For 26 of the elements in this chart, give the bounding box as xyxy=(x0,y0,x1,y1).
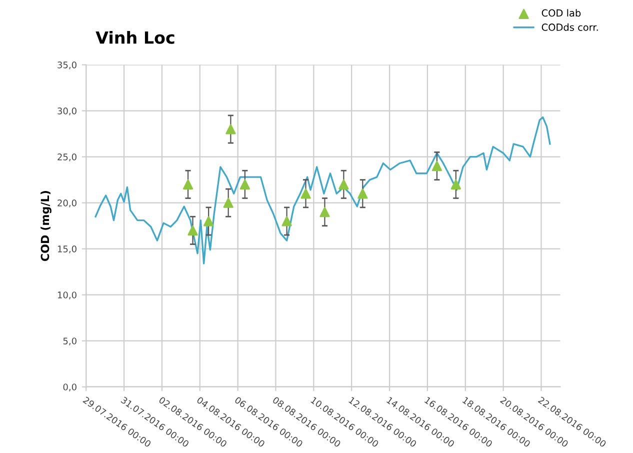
y-tick-label: 10,0 xyxy=(58,292,76,300)
y-tick-label: 20,0 xyxy=(58,200,76,208)
y-tick-label: 25,0 xyxy=(58,154,76,162)
point xyxy=(338,179,349,190)
line-series xyxy=(94,116,551,264)
point xyxy=(240,179,250,190)
point xyxy=(282,216,292,226)
legend-label: COD lab xyxy=(542,9,581,17)
point xyxy=(432,160,442,172)
point xyxy=(182,179,194,190)
y-axis-title: COD (mg/L) xyxy=(40,191,52,262)
chart-title: Vinh Loc xyxy=(96,30,174,44)
legend-label: CODds corr. xyxy=(542,23,598,31)
y-tick-label: 15,0 xyxy=(58,246,76,254)
y-tick-label: 30,0 xyxy=(58,108,76,116)
point xyxy=(450,179,461,190)
point xyxy=(320,206,330,218)
point xyxy=(223,198,234,208)
y-tick-label: 5,0 xyxy=(63,338,76,346)
point xyxy=(188,225,198,236)
y-tick-label: 35,0 xyxy=(58,62,76,70)
point xyxy=(358,188,368,199)
point xyxy=(226,124,236,134)
y-tick-label: 0,0 xyxy=(63,384,76,392)
point xyxy=(203,216,214,226)
point xyxy=(300,188,311,199)
